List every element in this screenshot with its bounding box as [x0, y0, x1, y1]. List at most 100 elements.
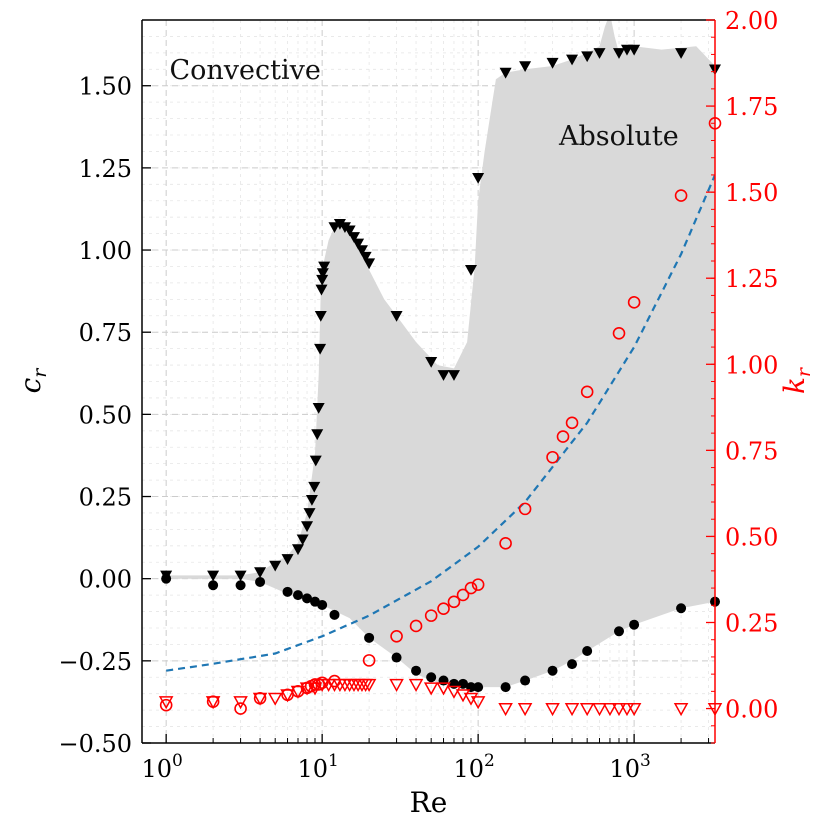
cr-upper-triangle-point	[303, 508, 316, 519]
cr-upper-triangle-point	[390, 310, 403, 322]
x-tick-label: 101	[297, 751, 338, 783]
kr-open-circle-point	[612, 326, 626, 340]
kr-open-triangle-point	[280, 689, 295, 703]
cr-upper-triangle-point	[316, 268, 329, 280]
y-right-tick-label: 1.75	[725, 93, 778, 121]
x-tick-label: 102	[453, 751, 494, 783]
kr-fit-dashed-line	[166, 174, 715, 672]
kr-open-triangle-point	[361, 678, 377, 693]
kr-open-triangle-point	[611, 703, 627, 717]
cr-upper-triangle-point	[363, 258, 376, 270]
cr-lower-circle-point	[426, 672, 437, 683]
kr-open-triangle-point	[517, 703, 533, 717]
kr-open-triangle-point	[252, 692, 268, 706]
y-right-tick-label: 0.50	[725, 523, 778, 551]
cr-lower-circle-point	[364, 632, 375, 643]
cr-upper-triangle-point	[343, 225, 356, 237]
kr-open-triangle-point	[423, 682, 439, 696]
cr-upper-triangle-point	[472, 172, 485, 184]
cr-lower-circle-point	[161, 573, 172, 584]
kr-open-triangle-point	[498, 703, 513, 717]
marker-layer	[158, 44, 723, 717]
y-right-tick-label: 2.00	[725, 7, 778, 35]
kr-open-circle-point	[518, 502, 532, 516]
absolute-shaded-region	[162, 20, 715, 688]
tick-layer: 100 101 102 103 −0.50 −0.25 0.00 0.25 0.50 0.75 1.…	[58, 7, 778, 783]
y-left-tick-label: 1.25	[79, 155, 132, 183]
label-layer: Re cr kr Convective Absolute	[14, 55, 815, 819]
cr-upper-triangle-point	[347, 232, 360, 243]
y-right-axis-title: kr	[778, 366, 815, 394]
cr-upper-triangle-point	[566, 54, 579, 66]
cr-upper-triangle-point	[499, 67, 512, 79]
kr-open-triangle-point	[290, 685, 306, 699]
kr-open-triangle-point	[470, 696, 486, 710]
cr-upper-triangle-point	[308, 481, 321, 493]
cr-lower-circle-point	[582, 645, 593, 656]
kr-open-circle-point	[159, 698, 173, 712]
kr-open-circle-point	[409, 619, 423, 633]
y-left-tick-label: −0.25	[58, 648, 132, 676]
kr-open-triangle-point	[564, 703, 580, 717]
kr-open-circle-point	[546, 450, 559, 464]
cr-upper-triangle-point	[318, 261, 331, 273]
kr-open-triangle-point	[205, 696, 221, 710]
y-right-tick-label: 1.25	[725, 265, 778, 293]
cr-upper-triangle-point	[315, 284, 328, 296]
cr-upper-triangle-point	[447, 370, 460, 381]
kr-open-triangle-point	[158, 696, 174, 710]
cr-upper-triangle-point	[312, 402, 325, 414]
cr-upper-triangle-point	[519, 61, 532, 73]
cr-upper-triangle-point	[425, 356, 438, 368]
cr-upper-triangle-point	[254, 567, 267, 579]
cr-upper-triangle-point	[359, 251, 372, 263]
kr-open-triangle-point	[267, 692, 283, 706]
kr-open-circle-point	[499, 537, 512, 550]
kr-open-circle-point	[424, 609, 438, 622]
y-right-tick-label: 0.25	[725, 610, 778, 638]
kr-open-triangle-point	[602, 703, 618, 717]
kr-open-triangle-point	[233, 696, 248, 710]
kr-open-triangle-point	[619, 703, 635, 717]
cr-upper-triangle-point	[593, 48, 606, 59]
kr-open-circle-point	[447, 595, 461, 609]
cr-upper-triangle-point	[675, 48, 688, 59]
kr-open-triangle-point	[592, 703, 607, 717]
cr-lower-circle-point	[282, 586, 293, 597]
cr-lower-circle-point	[473, 682, 484, 693]
kr-open-circle-point	[362, 654, 376, 667]
cr-lower-circle-point	[391, 652, 402, 663]
y-right-tick-label: 1.00	[725, 351, 778, 379]
x-tick-label: 103	[609, 751, 650, 783]
kr-open-circle-point	[565, 416, 579, 430]
kr-open-circle-point	[234, 702, 247, 715]
cr-lower-circle-point	[547, 665, 558, 676]
y-left-tick-label: 1.00	[79, 237, 132, 265]
cr-upper-triangle-point	[333, 218, 346, 230]
cr-lower-circle-point	[567, 659, 578, 670]
kr-open-circle-point	[556, 430, 570, 443]
cr-upper-triangle-point	[628, 44, 641, 56]
y-left-tick-label: −0.50	[58, 730, 132, 758]
y-right-tick-label: 0.75	[725, 437, 778, 465]
cr-lower-circle-point	[500, 682, 511, 693]
kr-open-circle-point	[390, 629, 403, 643]
cr-upper-triangle-point	[269, 560, 282, 572]
kr-open-triangle-point	[545, 703, 560, 717]
kr-open-circle-point	[580, 385, 594, 399]
kr-open-triangle-point	[579, 703, 595, 717]
cr-lower-circle-point	[614, 626, 625, 637]
cr-upper-triangle-point	[301, 521, 314, 533]
cr-upper-triangle-point	[291, 544, 304, 556]
kr-open-triangle-point	[673, 703, 689, 717]
kr-open-triangle-point	[408, 678, 424, 693]
cr-upper-triangle-point	[581, 51, 594, 63]
cr-upper-triangle-point	[437, 370, 450, 381]
cr-lower-circle-point	[317, 599, 328, 610]
kr-open-triangle-point	[446, 685, 462, 699]
cr-upper-triangle-point	[311, 429, 324, 441]
cr-lower-circle-point	[208, 580, 219, 591]
kr-open-triangle-point	[299, 682, 315, 696]
cr-upper-triangle-point	[316, 274, 329, 286]
